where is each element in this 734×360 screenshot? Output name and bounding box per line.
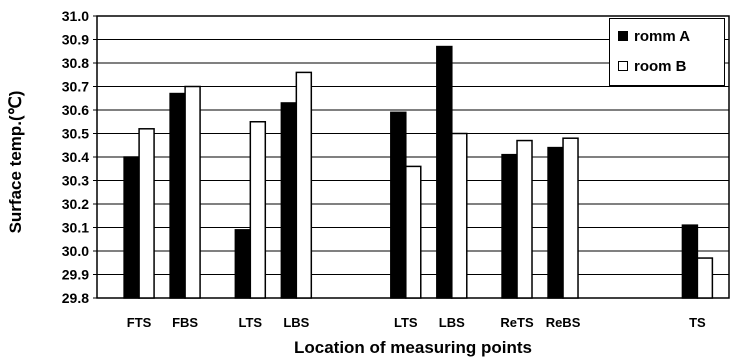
- y-tick-label: 30.5: [62, 126, 89, 142]
- y-tick-label: 30.8: [62, 55, 89, 71]
- bar-room-a: [280, 102, 298, 299]
- bar-room-b: [249, 121, 267, 299]
- x-tick-label: FTS: [127, 315, 152, 330]
- bar-room-b: [562, 137, 579, 299]
- x-tick-label: FBS: [172, 315, 198, 330]
- bar-room-a: [501, 153, 518, 299]
- bar-room-b: [184, 85, 201, 299]
- y-tick-label: 30.6: [62, 102, 89, 118]
- y-tick-label: 30.2: [62, 196, 89, 212]
- y-tick-label: 30.7: [62, 79, 89, 95]
- legend-swatch-room-a: [618, 31, 628, 41]
- y-tick-label: 30.1: [62, 220, 89, 236]
- x-tick-label: LBS: [439, 315, 465, 330]
- y-tick-label: 30.4: [62, 149, 89, 165]
- bar-room-a: [681, 224, 699, 299]
- legend-item-room-a: romm A: [618, 27, 690, 45]
- bar-room-a: [234, 229, 252, 299]
- legend-label-room-b: room B: [634, 57, 687, 75]
- y-tick-label: 31.0: [62, 8, 89, 24]
- legend-swatch-room-b: [618, 61, 628, 71]
- bar-room-b: [516, 139, 533, 299]
- y-axis-title-text: Surface temp.(℃): [6, 90, 25, 234]
- x-tick-label: LTS: [239, 315, 263, 330]
- bar-room-a: [436, 45, 453, 299]
- x-tick-label: TS: [689, 315, 706, 330]
- bar-room-a: [169, 92, 186, 299]
- bar-room-b: [451, 132, 468, 299]
- bar-room-b: [696, 257, 714, 299]
- y-tick-label: 30.3: [62, 173, 89, 189]
- legend-item-room-b: room B: [618, 57, 687, 75]
- x-axis-title: Location of measuring points: [293, 338, 532, 357]
- y-tick-label: 29.8: [62, 290, 89, 306]
- bar-room-b: [405, 165, 422, 299]
- bar-room-b: [295, 71, 313, 299]
- y-tick-label: 29.9: [62, 267, 89, 283]
- x-tick-label: LTS: [394, 315, 418, 330]
- legend-label-room-a: romm A: [634, 27, 691, 45]
- legend: romm A room B: [609, 18, 725, 86]
- bar-room-b: [138, 128, 155, 299]
- y-tick-label: 30.9: [62, 32, 89, 48]
- x-tick-label: LBS: [283, 315, 309, 330]
- bar-room-a: [390, 111, 407, 299]
- x-tick-label: ReBS: [546, 315, 581, 330]
- y-tick-label: 30.0: [62, 243, 89, 259]
- x-tick-label: ReTS: [500, 315, 534, 330]
- bar-room-a: [123, 156, 140, 299]
- bar-room-a: [547, 146, 564, 299]
